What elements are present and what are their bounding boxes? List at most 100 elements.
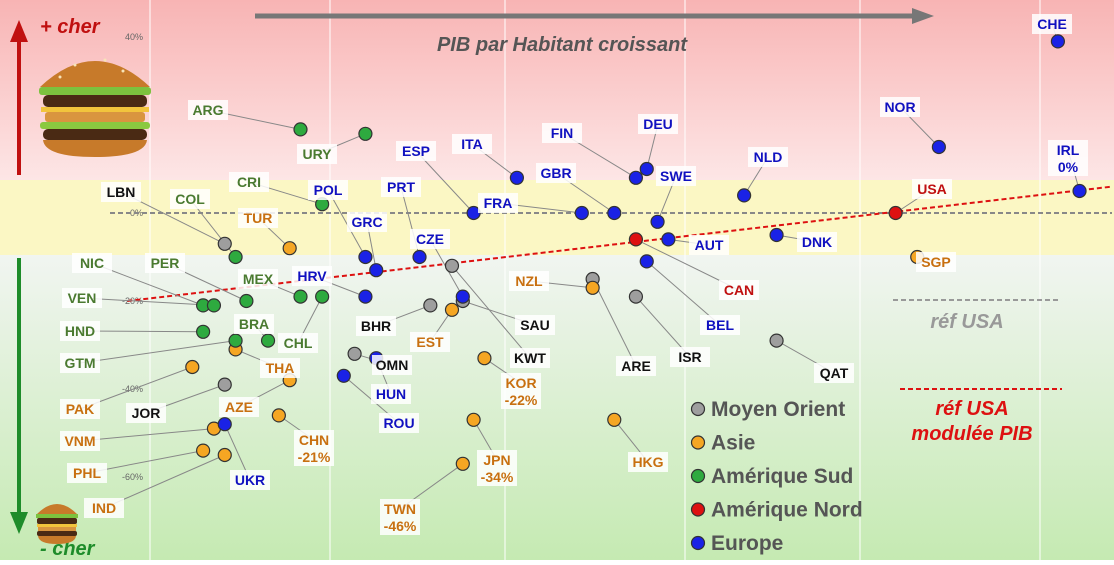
country-code: NOR <box>884 99 915 115</box>
leader-line-isr <box>635 296 691 358</box>
label-are: ARE <box>616 356 656 376</box>
point-can <box>628 232 644 247</box>
point-lbn <box>217 236 232 251</box>
legend-item-2: Amérique Sud <box>690 465 853 488</box>
country-code: GBR <box>540 165 571 181</box>
country-code: URY <box>302 146 332 162</box>
country-code: SWE <box>660 168 692 184</box>
country-code: UKR <box>235 472 265 488</box>
country-code: VEN <box>68 290 97 306</box>
point-che <box>1050 34 1066 49</box>
ref-usa-gdp-label-1: réf USA <box>935 398 1008 420</box>
y-tick-label: -60% <box>122 472 143 482</box>
point-fra <box>574 205 589 221</box>
label-box <box>126 403 166 423</box>
label-box <box>379 413 419 433</box>
legend-swatch <box>690 502 706 517</box>
label-hrv: HRV <box>292 266 332 286</box>
country-code: HUN <box>376 386 406 402</box>
point-rou <box>336 368 351 383</box>
leader-line-esp <box>415 150 474 214</box>
label-box <box>880 97 920 117</box>
country-code: ROU <box>383 415 414 431</box>
label-box <box>410 229 450 249</box>
label-box <box>638 114 678 134</box>
point-kwt <box>444 258 460 273</box>
point-fin <box>628 170 644 185</box>
label-ven: VEN <box>62 288 102 308</box>
label-bhr: BHR <box>356 316 396 336</box>
country-code: CHE <box>1037 16 1067 32</box>
leader-line-kwt <box>451 265 531 359</box>
point-grc <box>369 263 384 278</box>
value-label: 0% <box>1058 159 1079 175</box>
label-arg: ARG <box>188 100 228 120</box>
leader-line-pol <box>327 189 366 258</box>
ref-usa-gdp-label-2: modulée PIB <box>911 423 1032 445</box>
legend-swatch <box>690 401 706 417</box>
label-box <box>60 399 100 419</box>
label-omn: OMN <box>372 355 412 375</box>
label-box <box>670 347 710 367</box>
label-cze: CZE <box>410 229 450 249</box>
leader-line-are <box>592 278 637 367</box>
point-hkg <box>607 412 622 427</box>
country-code: ARG <box>192 102 223 118</box>
label-box <box>510 348 550 368</box>
label-box <box>145 253 185 273</box>
label-fra: FRA <box>478 193 518 213</box>
label-box <box>814 363 854 383</box>
label-box <box>478 193 518 213</box>
country-code: PER <box>151 255 180 271</box>
country-code: VNM <box>64 433 95 449</box>
label-kor: KOR-22% <box>501 373 541 409</box>
label-box <box>477 450 517 486</box>
label-box <box>380 499 420 535</box>
label-box <box>912 179 952 199</box>
label-box <box>509 271 549 291</box>
point-ita <box>509 170 525 185</box>
country-code: AUT <box>695 237 724 253</box>
point-dnk <box>769 227 784 243</box>
label-box <box>515 315 555 335</box>
point-mex <box>293 289 308 304</box>
point-omn <box>347 346 362 361</box>
label-box <box>347 212 387 232</box>
country-code: EST <box>416 334 444 350</box>
label-est: EST <box>410 332 450 352</box>
country-code: ARE <box>621 358 651 374</box>
country-code: DEU <box>643 116 673 132</box>
country-code: ESP <box>402 143 430 159</box>
label-per: PER <box>145 253 185 273</box>
country-code: AZE <box>225 399 253 415</box>
label-box <box>62 288 102 308</box>
label-box <box>452 134 492 154</box>
label-box <box>1048 140 1088 176</box>
label-box <box>797 232 837 252</box>
label-esp: ESP <box>396 141 436 161</box>
label-prt: PRT <box>381 177 421 197</box>
label-box <box>60 321 100 341</box>
point-per <box>239 293 254 309</box>
legend-label: Asie <box>711 432 755 455</box>
label-ury: URY <box>297 144 337 164</box>
label-box <box>501 373 541 409</box>
label-box <box>381 177 421 197</box>
label-hun: HUN <box>371 384 411 404</box>
legend-swatch <box>690 435 706 450</box>
point-bra <box>260 333 276 348</box>
label-aut: AUT <box>689 235 729 255</box>
label-tha: THA <box>260 358 300 378</box>
country-code: KWT <box>514 350 546 366</box>
leader-line-hnd <box>79 330 204 333</box>
leader-line-ven <box>81 297 214 306</box>
country-code: CZE <box>416 231 444 247</box>
label-box <box>238 269 278 289</box>
country-code: FRA <box>484 195 513 211</box>
country-code: GTM <box>64 355 95 371</box>
label-cri: CRI <box>229 172 269 192</box>
label-nld: NLD <box>748 147 788 167</box>
label-box <box>238 208 278 228</box>
country-code: DNK <box>802 234 832 250</box>
